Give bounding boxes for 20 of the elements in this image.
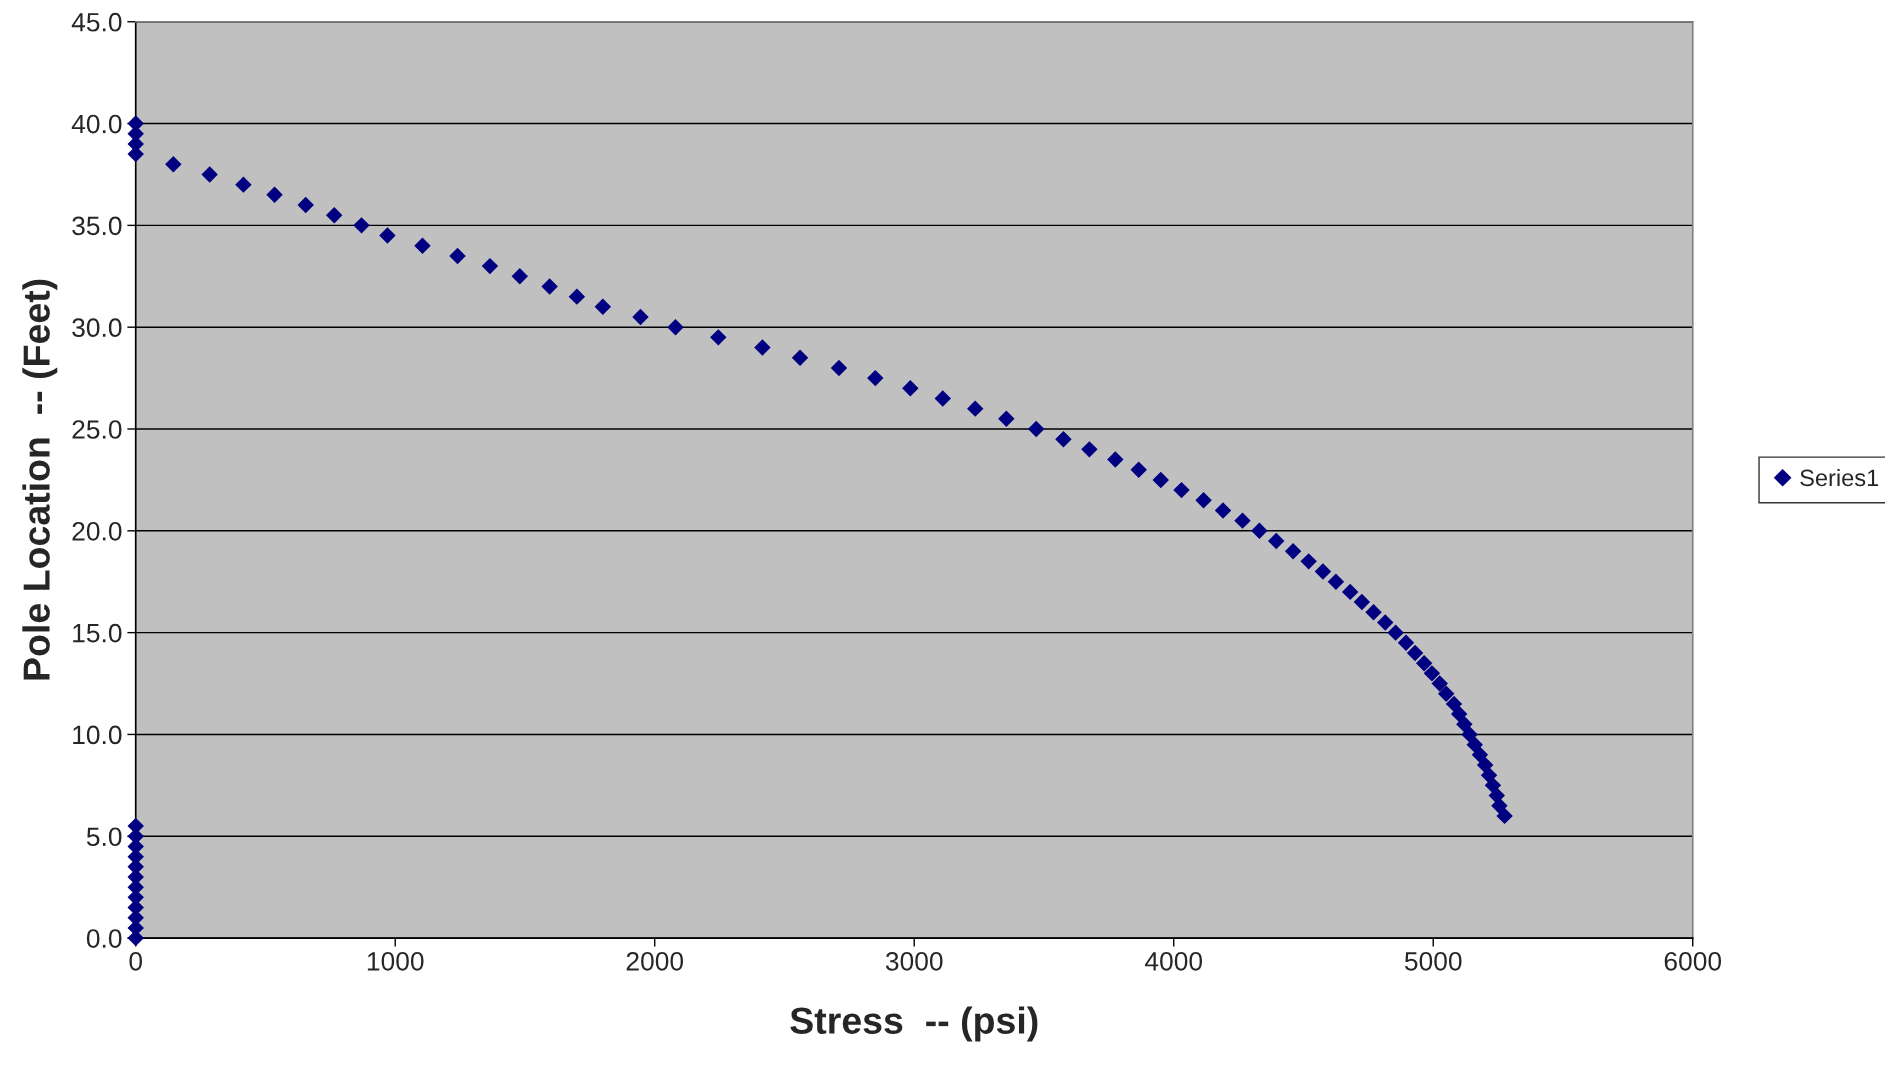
x-tick-label: 5000 [1404,951,1462,971]
y-tick-label: 25.0 [72,420,122,439]
y-tick-label: 35.0 [72,216,122,236]
x-axis-title: Stress -- (psi) [790,1006,1038,1042]
x-tick-label: 2000 [626,951,684,971]
legend-label: Series1 [1800,468,1879,487]
y-tick-label: 40.0 [71,114,122,134]
y-tick-label: 10.0 [73,725,122,745]
x-tick-label: 3000 [885,951,943,971]
y-tick-label: 30.0 [72,318,122,338]
y-tick-label: 15.0 [73,623,122,643]
x-tick-label: 6000 [1664,951,1722,971]
y-axis-title: Pole Location -- (Feet) [22,279,58,680]
y-tick-label: 0.0 [86,929,122,948]
x-tick-label: 0 [129,951,143,971]
y-tick-label: 45.0 [71,12,122,32]
x-tick-label: 4000 [1144,951,1203,971]
y-tick-label: 5.0 [86,827,122,847]
y-tick-label: 20.0 [72,521,122,541]
x-tick-label: 1000 [367,951,424,971]
